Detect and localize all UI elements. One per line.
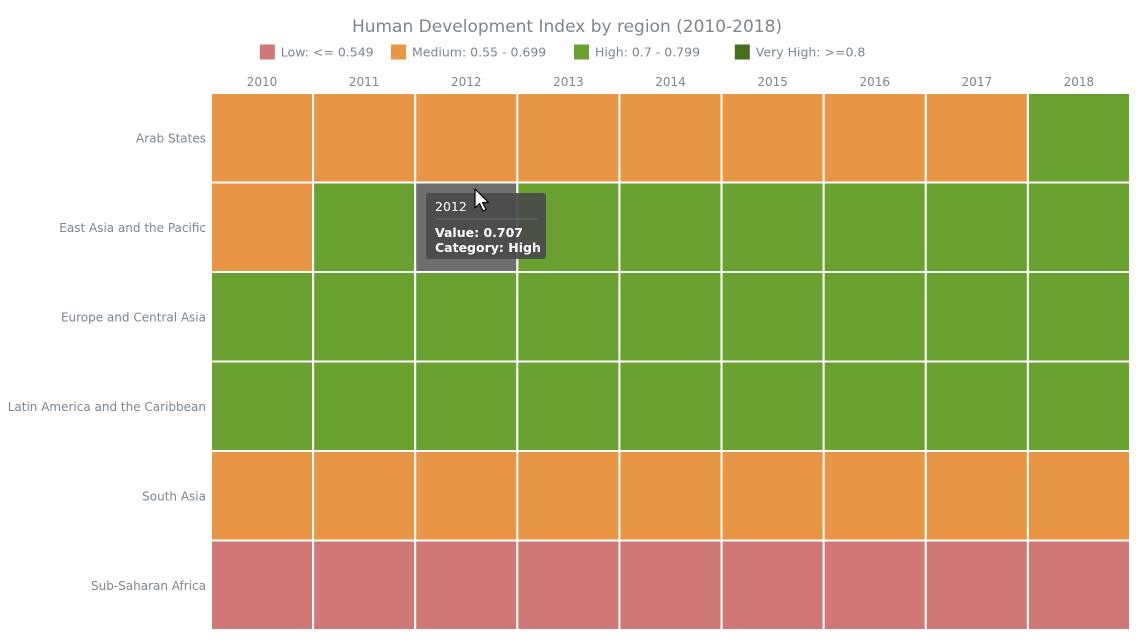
x-tick-label-2010: 2010 bbox=[247, 75, 278, 89]
legend-swatch-low[interactable] bbox=[259, 44, 275, 60]
legend-swatch-high[interactable] bbox=[574, 44, 589, 60]
mouse-cursor-icon bbox=[474, 188, 490, 212]
heatmap-cell-r0-c2[interactable] bbox=[414, 92, 519, 184]
x-tick-label-2014: 2014 bbox=[655, 75, 686, 89]
heatmap-cell-r4-c1[interactable] bbox=[312, 450, 417, 542]
heatmap-cell-r1-c7[interactable] bbox=[924, 181, 1029, 273]
y-tick-label-5: Sub-Saharan Africa bbox=[91, 579, 206, 593]
tooltip-value: Value: 0.707 bbox=[435, 225, 523, 240]
heatmap-cell-r0-c6[interactable] bbox=[822, 92, 927, 184]
heatmap-cell-r1-c1[interactable] bbox=[312, 181, 417, 273]
heatmap-cell-r0-c3[interactable] bbox=[516, 92, 621, 184]
heatmap-cell-r4-c7[interactable] bbox=[924, 450, 1029, 542]
heatmap-cell-r0-c1[interactable] bbox=[312, 92, 417, 184]
y-tick-label-0: Arab States bbox=[136, 131, 206, 145]
x-tick-label-2016: 2016 bbox=[859, 75, 890, 89]
heatmap-cell-r5-c4[interactable] bbox=[618, 539, 723, 631]
heatmap-cell-r2-c3[interactable] bbox=[516, 271, 621, 363]
tooltip-background bbox=[426, 193, 546, 259]
x-tick-label-2015: 2015 bbox=[757, 75, 788, 89]
chart-legend: Low: <= 0.549 Medium: 0.55 - 0.699 High: 0… bbox=[259, 44, 866, 60]
heatmap-cell-r2-c7[interactable] bbox=[924, 271, 1029, 363]
heatmap-cell-r4-c4[interactable] bbox=[618, 450, 723, 542]
x-tick-label-2011: 2011 bbox=[349, 75, 380, 89]
legend-label-high[interactable]: High: 0.7 - 0.799 bbox=[595, 45, 700, 60]
heatmap-cell-r2-c6[interactable] bbox=[822, 271, 927, 363]
heatmap-cell-r2-c8[interactable] bbox=[1026, 271, 1132, 363]
legend-label-medium[interactable]: Medium: 0.55 - 0.699 bbox=[412, 45, 546, 60]
legend-label-very_high[interactable]: Very High: >=0.8 bbox=[756, 45, 866, 60]
heatmap-cell-r4-c8[interactable] bbox=[1026, 450, 1132, 542]
x-tick-label-2018: 2018 bbox=[1064, 75, 1095, 89]
heatmap-cell-r0-c5[interactable] bbox=[720, 92, 825, 184]
heatmap-cell-r5-c3[interactable] bbox=[516, 539, 621, 631]
heatmap-cell-r0-c0[interactable] bbox=[210, 92, 315, 184]
y-tick-label-3: Latin America and the Caribbean bbox=[8, 400, 206, 414]
heatmap-cell-r2-c2[interactable] bbox=[414, 271, 519, 363]
chart-title: Human Development Index by region (2010-… bbox=[352, 17, 782, 37]
heatmap-cell-r3-c7[interactable] bbox=[924, 360, 1029, 452]
heatmap-cell-r1-c6[interactable] bbox=[822, 181, 927, 273]
heatmap-cell-r5-c1[interactable] bbox=[312, 539, 417, 631]
y-tick-label-1: East Asia and the Pacific bbox=[59, 221, 206, 235]
heatmap-cell-r3-c0[interactable] bbox=[210, 360, 315, 452]
heatmap-cell-r4-c0[interactable] bbox=[210, 450, 315, 542]
x-tick-label-2017: 2017 bbox=[962, 75, 993, 89]
heatmap-cell-r1-c5[interactable] bbox=[720, 181, 825, 273]
heatmap-cell-r2-c4[interactable] bbox=[618, 271, 723, 363]
heatmap-cell-r4-c3[interactable] bbox=[516, 450, 621, 542]
heatmap-cell-r0-c4[interactable] bbox=[618, 92, 723, 184]
x-tick-label-2012: 2012 bbox=[451, 75, 482, 89]
heatmap-cell-r5-c6[interactable] bbox=[822, 539, 927, 631]
heatmap-cell-r3-c4[interactable] bbox=[618, 360, 723, 452]
heatmap-cell-r2-c0[interactable] bbox=[210, 271, 315, 363]
heatmap-cell-r5-c5[interactable] bbox=[720, 539, 825, 631]
heatmap-cell-r0-c7[interactable] bbox=[924, 92, 1029, 184]
heatmap-cells bbox=[210, 92, 1132, 631]
heatmap-cell-r2-c5[interactable] bbox=[720, 271, 825, 363]
legend-swatch-very_high[interactable] bbox=[734, 44, 750, 60]
heatmap-cell-r3-c2[interactable] bbox=[414, 360, 519, 452]
heatmap-cell-r4-c6[interactable] bbox=[822, 450, 927, 542]
heatmap-cell-r3-c8[interactable] bbox=[1026, 360, 1132, 452]
y-tick-label-4: South Asia bbox=[142, 489, 206, 503]
heatmap-cell-r2-c1[interactable] bbox=[312, 271, 417, 363]
x-axis-ticks: 2010 2011 2012 2013 2014 2015 2016 2017 2018 bbox=[247, 75, 1094, 89]
legend-swatch-medium[interactable] bbox=[391, 44, 406, 60]
heatmap-cell-r5-c2[interactable] bbox=[414, 539, 519, 631]
cursor-arrow bbox=[474, 188, 490, 212]
heatmap-cell-r1-c8[interactable] bbox=[1026, 181, 1132, 273]
y-axis-ticks: Arab States East Asia and the Pacific Euro… bbox=[8, 131, 206, 593]
x-tick-label-2013: 2013 bbox=[553, 75, 584, 89]
heatmap-cell-r4-c2[interactable] bbox=[414, 450, 519, 542]
legend-label-low[interactable]: Low: <= 0.549 bbox=[281, 45, 374, 60]
tooltip-category: Category: High bbox=[435, 240, 541, 255]
heatmap-cell-r0-c8[interactable] bbox=[1026, 92, 1132, 184]
heatmap-cell-r3-c6[interactable] bbox=[822, 360, 927, 452]
heatmap-cell-r5-c0[interactable] bbox=[210, 539, 315, 631]
heatmap-cell-r1-c4[interactable] bbox=[618, 181, 723, 273]
heatmap-cell-r3-c1[interactable] bbox=[312, 360, 417, 452]
heatmap-cell-r5-c7[interactable] bbox=[924, 539, 1029, 631]
y-tick-label-2: Europe and Central Asia bbox=[61, 310, 206, 324]
heatmap-cell-r3-c5[interactable] bbox=[720, 360, 825, 452]
tooltip-title: 2012 bbox=[435, 199, 467, 214]
heatmap-cell-r3-c3[interactable] bbox=[516, 360, 621, 452]
heatmap-cell-r4-c5[interactable] bbox=[720, 450, 825, 542]
heatmap-cell-r1-c0[interactable] bbox=[210, 181, 315, 273]
heatmap-cell-r5-c8[interactable] bbox=[1026, 539, 1132, 631]
